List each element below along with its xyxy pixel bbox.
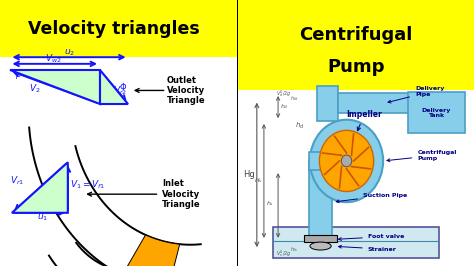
Text: $\Phi$: $\Phi$ — [119, 81, 127, 93]
Text: $\theta$: $\theta$ — [19, 202, 27, 214]
Bar — [317, 86, 338, 121]
Circle shape — [319, 130, 374, 192]
Bar — [273, 227, 438, 258]
Ellipse shape — [310, 242, 331, 250]
Text: Delivery
Pipe: Delivery Pipe — [388, 86, 444, 103]
Text: $h_{fs}$: $h_{fs}$ — [290, 245, 298, 254]
Bar — [309, 160, 332, 239]
Bar — [338, 93, 428, 113]
Text: Pump: Pump — [327, 57, 385, 76]
Polygon shape — [122, 235, 180, 266]
Polygon shape — [9, 70, 100, 104]
Text: Velocity triangles: Velocity triangles — [28, 20, 200, 38]
Polygon shape — [12, 162, 68, 213]
Text: $V_1 = V_{f1}$: $V_1 = V_{f1}$ — [70, 178, 106, 191]
Bar — [309, 152, 332, 170]
Text: Strainer: Strainer — [338, 245, 397, 252]
Circle shape — [310, 120, 383, 202]
Text: $u_1$: $u_1$ — [37, 213, 48, 223]
Text: Inlet
Velocity
Triangle: Inlet Velocity Triangle — [162, 179, 201, 209]
Text: $V_2$: $V_2$ — [28, 83, 40, 95]
Bar — [0, 0, 238, 57]
Text: $V_{w2}$: $V_{w2}$ — [45, 53, 62, 65]
Text: Delivery
Tank: Delivery Tank — [421, 108, 451, 118]
Text: $H_s$: $H_s$ — [255, 176, 264, 185]
Text: $V_s^2/2g$: $V_s^2/2g$ — [276, 248, 292, 259]
Text: Hg: Hg — [243, 170, 255, 179]
Text: $V_{f2}$: $V_{f2}$ — [96, 80, 110, 93]
Text: $V_{r2}$: $V_{r2}$ — [113, 85, 127, 97]
Text: $\alpha$: $\alpha$ — [44, 195, 51, 204]
Text: $h_d$: $h_d$ — [295, 121, 304, 131]
Text: $h_d$: $h_d$ — [281, 102, 289, 111]
Text: Centrifugal: Centrifugal — [299, 26, 413, 44]
Bar — [304, 235, 337, 242]
Bar — [238, 90, 474, 266]
Text: $\beta$: $\beta$ — [16, 68, 23, 81]
Bar — [0, 57, 238, 266]
Text: Foot valve: Foot valve — [338, 234, 404, 240]
Text: Centrifugal
Pump: Centrifugal Pump — [387, 150, 457, 162]
Text: $h_{fd}$: $h_{fd}$ — [290, 94, 298, 103]
Bar — [408, 92, 465, 133]
Text: Outlet
Velocity
Triangle: Outlet Velocity Triangle — [166, 76, 205, 105]
Text: $h_s$: $h_s$ — [266, 199, 274, 208]
Text: $V_d^2/2g$: $V_d^2/2g$ — [276, 89, 292, 99]
Text: $u_2$: $u_2$ — [64, 48, 75, 58]
Bar — [238, 0, 474, 89]
Text: $V_{r1}$: $V_{r1}$ — [9, 174, 24, 187]
Polygon shape — [100, 70, 128, 104]
Circle shape — [341, 155, 352, 167]
Text: Suction Pipe: Suction Pipe — [336, 193, 407, 203]
Text: Impeller: Impeller — [346, 110, 383, 131]
